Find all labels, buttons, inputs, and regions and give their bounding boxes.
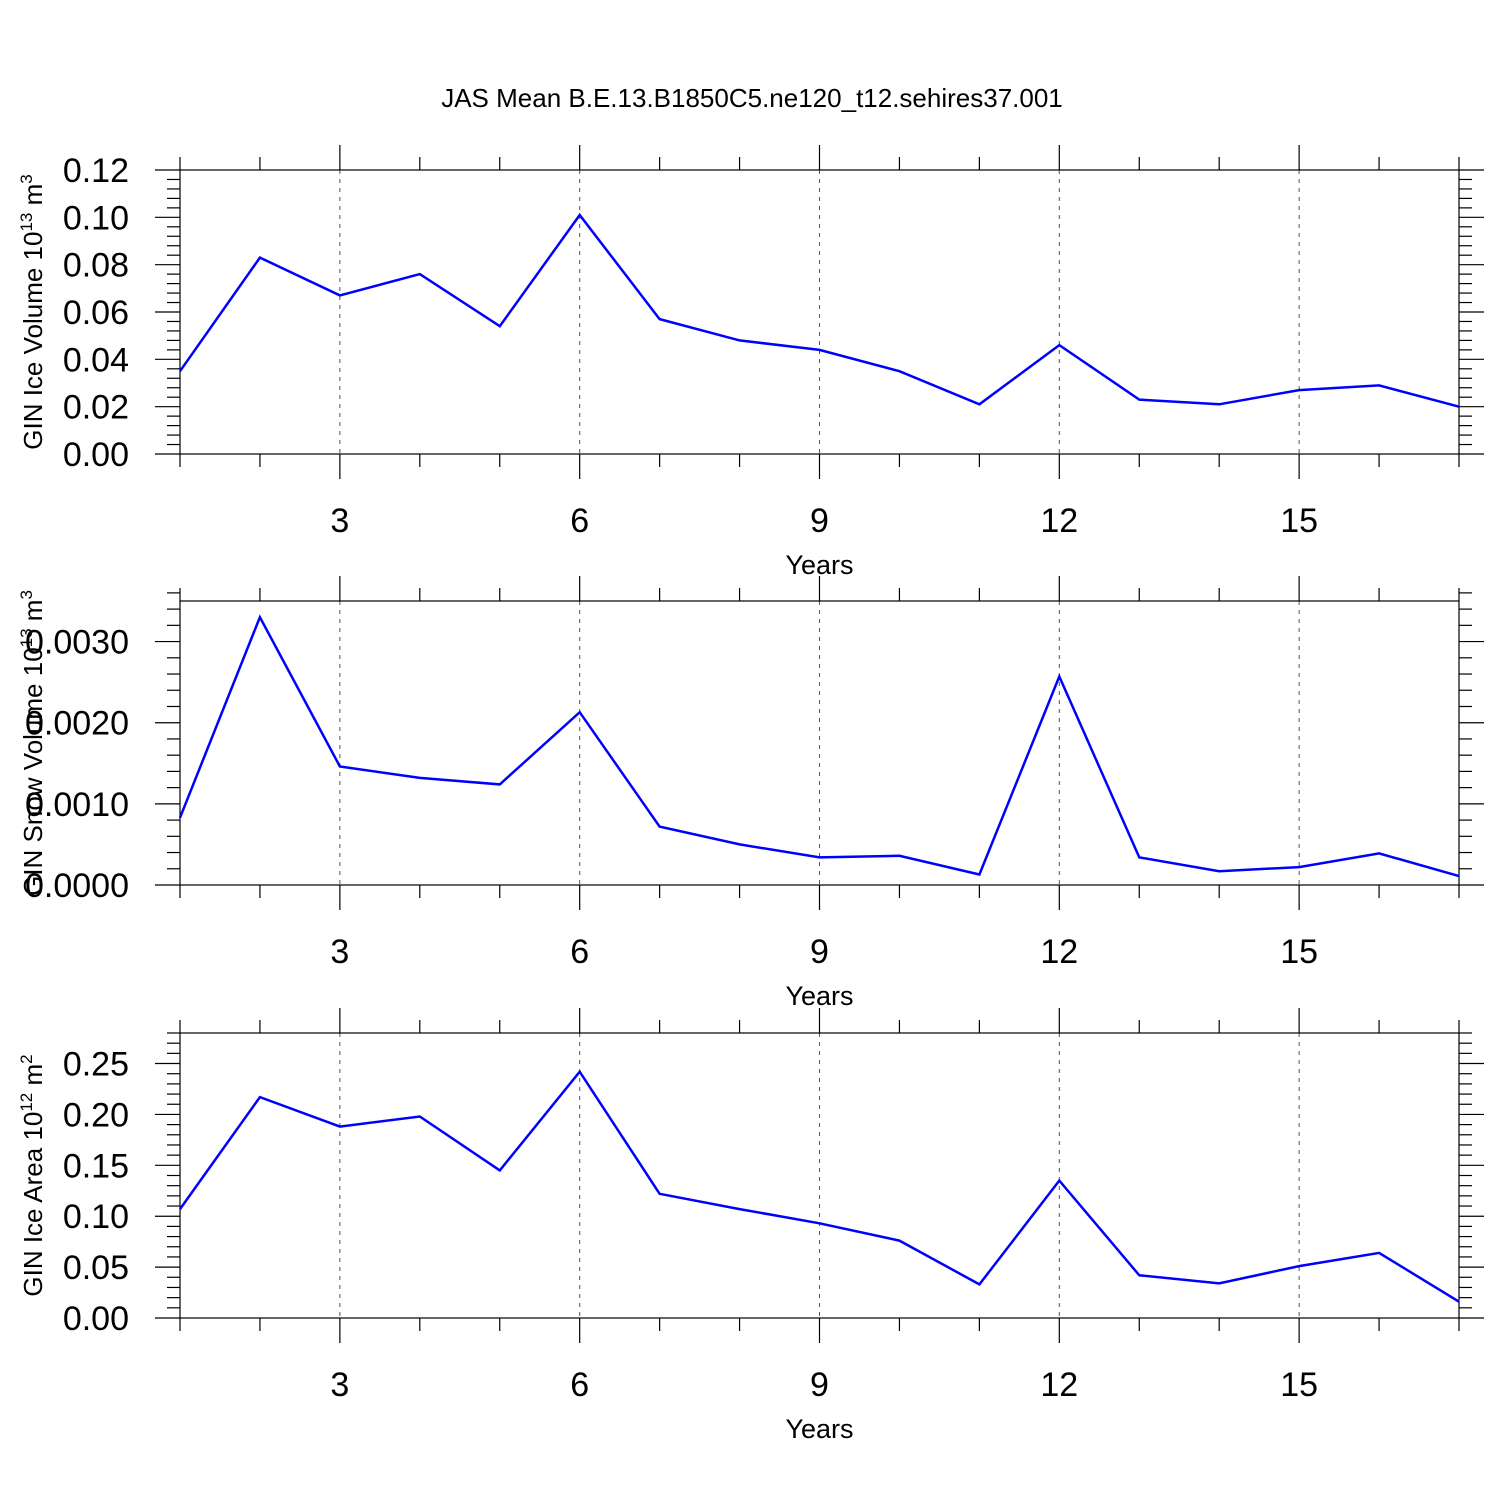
- y-tick-label: 0.12: [63, 152, 129, 190]
- x-tick-label: 9: [810, 1366, 829, 1404]
- series-line: [178, 212, 1460, 408]
- y-tick-label: 0.04: [63, 341, 129, 379]
- y-tick-label: 0.00: [63, 436, 129, 474]
- y-axis-label: GIN Ice Volume 1013 m3: [17, 174, 48, 450]
- x-tick-label: 15: [1280, 933, 1318, 971]
- y-tick-label: 0.02: [63, 389, 129, 427]
- y-tick-label: 0.0010: [25, 786, 129, 824]
- x-axis-label: Years: [785, 1414, 853, 1444]
- y-axis-label-unit: m: [18, 600, 48, 629]
- plot-frame: [179, 1032, 1460, 1319]
- x-axis-label: Years: [785, 981, 853, 1011]
- y-axis-label-prefix: GIN Ice Volume 10: [18, 232, 48, 450]
- x-tick-label: 3: [330, 1366, 349, 1404]
- x-axis-label: Years: [785, 550, 853, 580]
- y-axis-label-unit: m: [18, 184, 48, 213]
- y-tick-label: 0.05: [63, 1249, 129, 1287]
- y-tick-label: 0.0020: [25, 705, 129, 743]
- plot-frame: [179, 600, 1460, 886]
- series-line: [178, 614, 1460, 878]
- plot-frame: [179, 169, 1460, 455]
- y-axis-label-unit_exp: 3: [17, 174, 36, 183]
- y-tick-label: 0.20: [63, 1096, 129, 1134]
- y-tick-label: 0.25: [63, 1046, 129, 1084]
- y-tick-label: 0.0030: [25, 624, 129, 662]
- chart-title: JAS Mean B.E.13.B1850C5.ne120_t12.sehire…: [441, 83, 1063, 113]
- y-tick-label: 0.15: [63, 1147, 129, 1185]
- y-axis-label: GIN Ice Area 1012 m2: [17, 1054, 48, 1296]
- panel-2: 3 6 9 12 15 0.0000 0.0010 0.0020 0.0030 Years GIN …: [17, 576, 1484, 1011]
- panel-3: 3 6 9 12 15 0.00 0.05 0.10 0.15 0.20 0.25 Years GIN …: [17, 1008, 1484, 1444]
- y-axis-label: GIN Snow Volume 1013 m3: [17, 590, 48, 896]
- x-tick-label: 6: [570, 933, 589, 971]
- y-axis-label-unit_exp: 2: [17, 1054, 36, 1063]
- x-tick-label: 12: [1040, 1366, 1078, 1404]
- x-tick-label: 3: [330, 933, 349, 971]
- x-tick-label: 6: [570, 502, 589, 540]
- x-tick-label: 9: [810, 933, 829, 971]
- y-tick-label: 0.10: [63, 199, 129, 237]
- panels: 3 6 9 12 15 0.00 0.02 0.04 0.06 0.08 0.10 0.12 Years…: [17, 145, 1484, 1444]
- y-axis-label-exp: 12: [17, 1093, 36, 1112]
- x-tick-label: 6: [570, 1366, 589, 1404]
- x-tick-label: 12: [1040, 502, 1078, 540]
- x-tick-label: 15: [1280, 502, 1318, 540]
- x-tick-label: 9: [810, 502, 829, 540]
- panel-1: 3 6 9 12 15 0.00 0.02 0.04 0.06 0.08 0.10 0.12 Years…: [17, 145, 1484, 580]
- x-tick-label: 3: [330, 502, 349, 540]
- y-tick-label: 0.00: [63, 1300, 129, 1338]
- y-axis-label-unit: m: [18, 1064, 48, 1093]
- y-axis-label-exp: 13: [17, 628, 36, 647]
- x-tick-label: 12: [1040, 933, 1078, 971]
- y-tick-label: 0.08: [63, 247, 129, 285]
- y-axis-label-unit_exp: 3: [17, 590, 36, 599]
- series-line: [178, 1069, 1460, 1303]
- y-tick-label: 0.0000: [25, 867, 129, 905]
- y-axis-label-exp: 13: [17, 213, 36, 232]
- x-tick-label: 15: [1280, 1366, 1318, 1404]
- y-axis-label-prefix: GIN Snow Volume 10: [18, 647, 48, 896]
- y-tick-label: 0.06: [63, 294, 129, 332]
- y-tick-label: 0.10: [63, 1198, 129, 1236]
- y-axis-label-prefix: GIN Ice Area 10: [18, 1112, 48, 1297]
